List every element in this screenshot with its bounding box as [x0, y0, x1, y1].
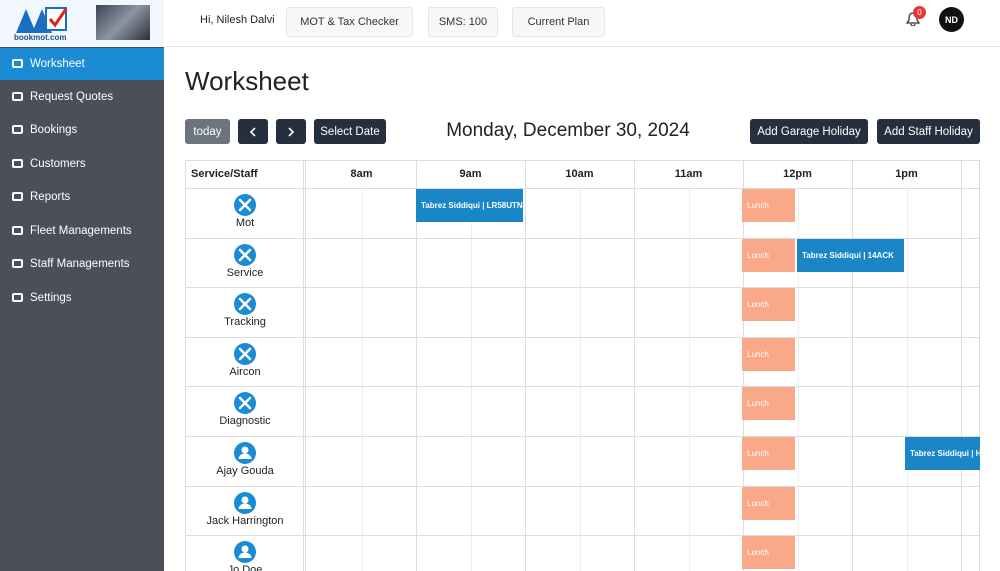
half-hour-line: [579, 188, 581, 571]
action-button[interactable]: Add Staff Holiday: [877, 119, 980, 144]
nav-item[interactable]: Customers: [0, 148, 164, 180]
hour-line: [416, 160, 417, 571]
hour-line: [852, 160, 853, 571]
next-button[interactable]: [276, 119, 306, 144]
nav-icon: [12, 192, 23, 201]
half-hour-line: [906, 188, 908, 571]
row-line: [185, 188, 980, 189]
lunch-block[interactable]: Lunch: [742, 337, 795, 371]
half-hour-line: [470, 188, 472, 571]
today-button[interactable]: today: [185, 119, 230, 144]
hour-label: 9am: [459, 168, 482, 180]
nav-item[interactable]: Reports: [0, 181, 164, 213]
logo-icon: [16, 7, 68, 33]
lunch-block[interactable]: Lunch: [742, 486, 795, 520]
lunch-block[interactable]: Lunch: [742, 536, 795, 570]
header-button[interactable]: SMS: 100: [428, 7, 498, 37]
nav-item[interactable]: Fleet Managements: [0, 215, 164, 247]
half-hour-line: [797, 188, 799, 571]
row-icon: [234, 243, 256, 266]
header-divider: [164, 46, 1000, 47]
lunch-block[interactable]: Lunch: [742, 387, 795, 421]
booking-event[interactable]: Tabrez Siddiqui | LR58UTN: [416, 189, 523, 222]
half-hour-line: [361, 188, 363, 571]
row-icon: [234, 342, 256, 365]
row-line: [185, 386, 980, 388]
row-label: Jack Harrington: [206, 514, 284, 527]
nav-icon: [12, 159, 23, 168]
logo-text: bookmot.com: [14, 33, 67, 42]
row-line: [185, 535, 980, 537]
sidebar: Worksheet Request Quotes Bookings Customers…: [0, 47, 164, 571]
row-line: [185, 237, 980, 239]
nav-icon: [12, 293, 23, 302]
column-divider: [303, 160, 306, 571]
nav-icon: [12, 226, 23, 235]
nav-item[interactable]: Request Quotes: [0, 81, 164, 113]
nav-icon: [12, 92, 23, 101]
avatar[interactable]: ND: [939, 7, 964, 32]
page-title: Worksheet: [185, 66, 309, 96]
header-button[interactable]: Current Plan: [512, 7, 605, 37]
nav-icon: [12, 125, 23, 134]
row-icon: [234, 541, 256, 564]
row-label: Mot: [235, 217, 255, 229]
action-button[interactable]: Add Garage Holiday: [750, 119, 868, 144]
lunch-block[interactable]: Lunch: [742, 437, 795, 470]
row-label: Diagnostic: [219, 415, 271, 428]
nav-item[interactable]: Bookings: [0, 114, 164, 146]
lunch-block[interactable]: Lunch: [742, 288, 795, 322]
row-icon: [234, 392, 256, 415]
hour-label: 11am: [674, 168, 703, 180]
grid-border: [185, 160, 980, 571]
row-icon: [234, 491, 256, 514]
prev-button[interactable]: [238, 119, 268, 144]
greeting: Hi, Nilesh Dalvi: [200, 14, 275, 26]
row-label: Tracking: [224, 316, 266, 329]
hour-label: 10am: [565, 168, 594, 180]
booking-event[interactable]: Tabrez Siddiqui | 14ACK: [797, 238, 904, 272]
notification-badge: 0: [913, 6, 926, 19]
current-date: Monday, December 30, 2024: [446, 120, 690, 141]
row-label: Aircon: [229, 365, 261, 378]
row-line: [185, 436, 980, 437]
nav-icon: [12, 59, 23, 68]
select-date-button[interactable]: Select Date: [314, 119, 386, 144]
row-line: [185, 485, 980, 487]
garage-photo: [96, 5, 150, 40]
row-line: [185, 336, 980, 338]
row-label: Service: [226, 266, 264, 279]
hour-line: [525, 160, 526, 571]
hour-label: 1pm: [895, 168, 918, 180]
header-button[interactable]: MOT & Tax Checker: [286, 7, 413, 37]
lunch-block[interactable]: Lunch: [742, 189, 795, 222]
row-label: Jo Doe: [227, 564, 263, 571]
hour-line: [634, 160, 635, 571]
row-label: Ajay Gouda: [216, 465, 274, 477]
hour-label: 8am: [350, 168, 373, 180]
row-icon: [234, 194, 256, 216]
lunch-block[interactable]: Lunch: [742, 238, 795, 272]
header-cell: Service/Staff: [191, 168, 258, 180]
nav-item[interactable]: Worksheet: [0, 48, 164, 80]
nav-icon: [12, 259, 23, 268]
nav-item[interactable]: Staff Managements: [0, 248, 164, 280]
row-icon: [234, 293, 256, 316]
row-icon: [234, 442, 256, 464]
logo-area: bookmot.com: [0, 0, 164, 47]
hour-line: [961, 160, 962, 571]
half-hour-line: [688, 188, 690, 571]
booking-event[interactable]: Tabrez Siddiqui | H: [905, 437, 980, 470]
nav-item[interactable]: Settings: [0, 282, 164, 314]
row-line: [185, 287, 980, 289]
hour-label: 12pm: [783, 168, 812, 180]
